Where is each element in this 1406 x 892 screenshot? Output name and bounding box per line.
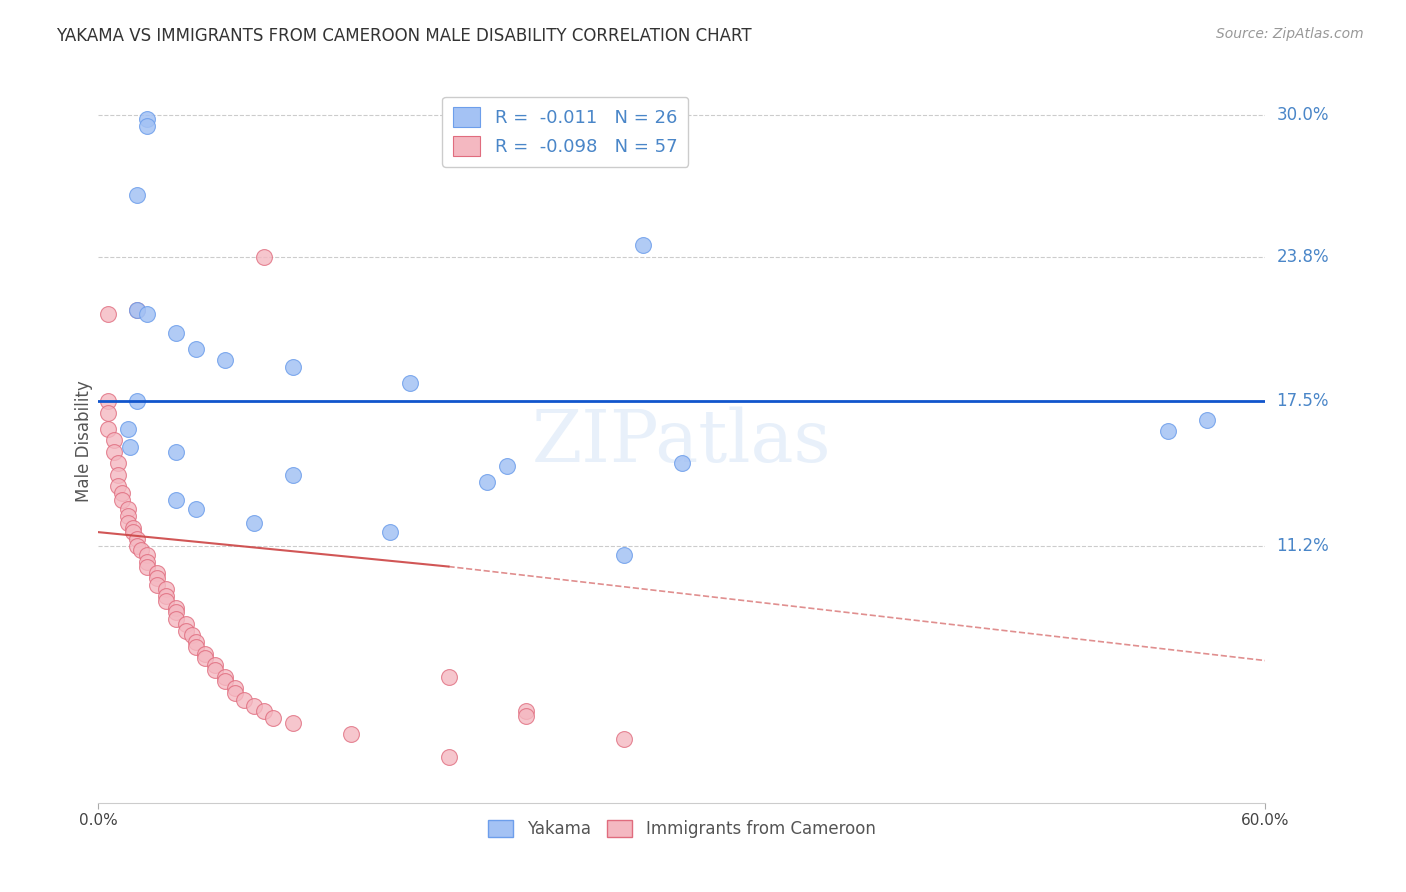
Point	[107, 479, 129, 493]
Point	[174, 616, 197, 631]
Point	[117, 502, 139, 516]
Point	[136, 112, 159, 127]
Point	[496, 458, 519, 473]
Point	[155, 594, 177, 608]
Point	[118, 440, 141, 454]
Point	[165, 600, 187, 615]
Point	[155, 590, 177, 604]
Text: 30.0%: 30.0%	[1277, 105, 1329, 124]
Point	[127, 539, 149, 553]
Text: 11.2%: 11.2%	[1277, 537, 1329, 555]
Point	[380, 525, 402, 540]
Point	[111, 493, 134, 508]
Point	[194, 651, 217, 665]
Point	[243, 516, 266, 530]
Point	[107, 456, 129, 470]
Point	[103, 445, 125, 459]
Point	[184, 635, 207, 649]
Point	[262, 711, 284, 725]
Point	[136, 548, 159, 562]
Text: ZIPatlas: ZIPatlas	[531, 406, 832, 477]
Point	[127, 302, 149, 317]
Point	[1195, 413, 1218, 427]
Point	[214, 674, 236, 689]
Point	[127, 394, 149, 409]
Point	[146, 566, 169, 581]
Point	[127, 532, 149, 546]
Text: Source: ZipAtlas.com: Source: ZipAtlas.com	[1216, 27, 1364, 41]
Point	[122, 520, 145, 534]
Point	[97, 406, 120, 420]
Text: YAKAMA VS IMMIGRANTS FROM CAMEROON MALE DISABILITY CORRELATION CHART: YAKAMA VS IMMIGRANTS FROM CAMEROON MALE …	[56, 27, 752, 45]
Text: 17.5%: 17.5%	[1277, 392, 1329, 410]
Point	[184, 342, 207, 356]
Point	[136, 307, 159, 321]
Point	[165, 493, 187, 508]
Point	[180, 628, 202, 642]
Point	[165, 606, 187, 620]
Point	[613, 731, 636, 746]
Point	[204, 663, 226, 677]
Point	[111, 486, 134, 500]
Point	[224, 686, 246, 700]
Point	[281, 715, 304, 730]
Point	[204, 658, 226, 673]
Point	[165, 326, 187, 340]
Point	[340, 727, 363, 741]
Point	[97, 307, 120, 321]
Point	[117, 509, 139, 524]
Point	[398, 376, 420, 390]
Point	[437, 670, 460, 684]
Point	[253, 250, 276, 264]
Point	[1157, 424, 1180, 438]
Point	[122, 525, 145, 540]
Point	[281, 467, 304, 482]
Point	[174, 624, 197, 638]
Point	[214, 353, 236, 368]
Point	[243, 699, 266, 714]
Point	[127, 302, 149, 317]
Point	[437, 750, 460, 764]
Point	[613, 548, 636, 562]
Point	[136, 119, 159, 133]
Point	[165, 445, 187, 459]
Y-axis label: Male Disability: Male Disability	[75, 381, 93, 502]
Point	[136, 559, 159, 574]
Point	[224, 681, 246, 695]
Text: 23.8%: 23.8%	[1277, 248, 1329, 266]
Point	[631, 238, 654, 252]
Point	[97, 422, 120, 436]
Point	[103, 434, 125, 448]
Point	[671, 456, 693, 470]
Legend: Yakama, Immigrants from Cameroon: Yakama, Immigrants from Cameroon	[482, 814, 882, 845]
Point	[165, 612, 187, 626]
Point	[515, 708, 537, 723]
Point	[136, 555, 159, 569]
Point	[233, 692, 256, 706]
Point	[107, 467, 129, 482]
Point	[146, 578, 169, 592]
Point	[281, 359, 304, 374]
Point	[129, 543, 152, 558]
Point	[477, 475, 499, 489]
Point	[214, 670, 236, 684]
Point	[127, 188, 149, 202]
Point	[146, 571, 169, 585]
Point	[184, 640, 207, 654]
Point	[194, 647, 217, 661]
Point	[184, 502, 207, 516]
Point	[253, 704, 276, 718]
Point	[117, 516, 139, 530]
Point	[515, 704, 537, 718]
Point	[117, 422, 139, 436]
Point	[97, 394, 120, 409]
Point	[155, 582, 177, 597]
